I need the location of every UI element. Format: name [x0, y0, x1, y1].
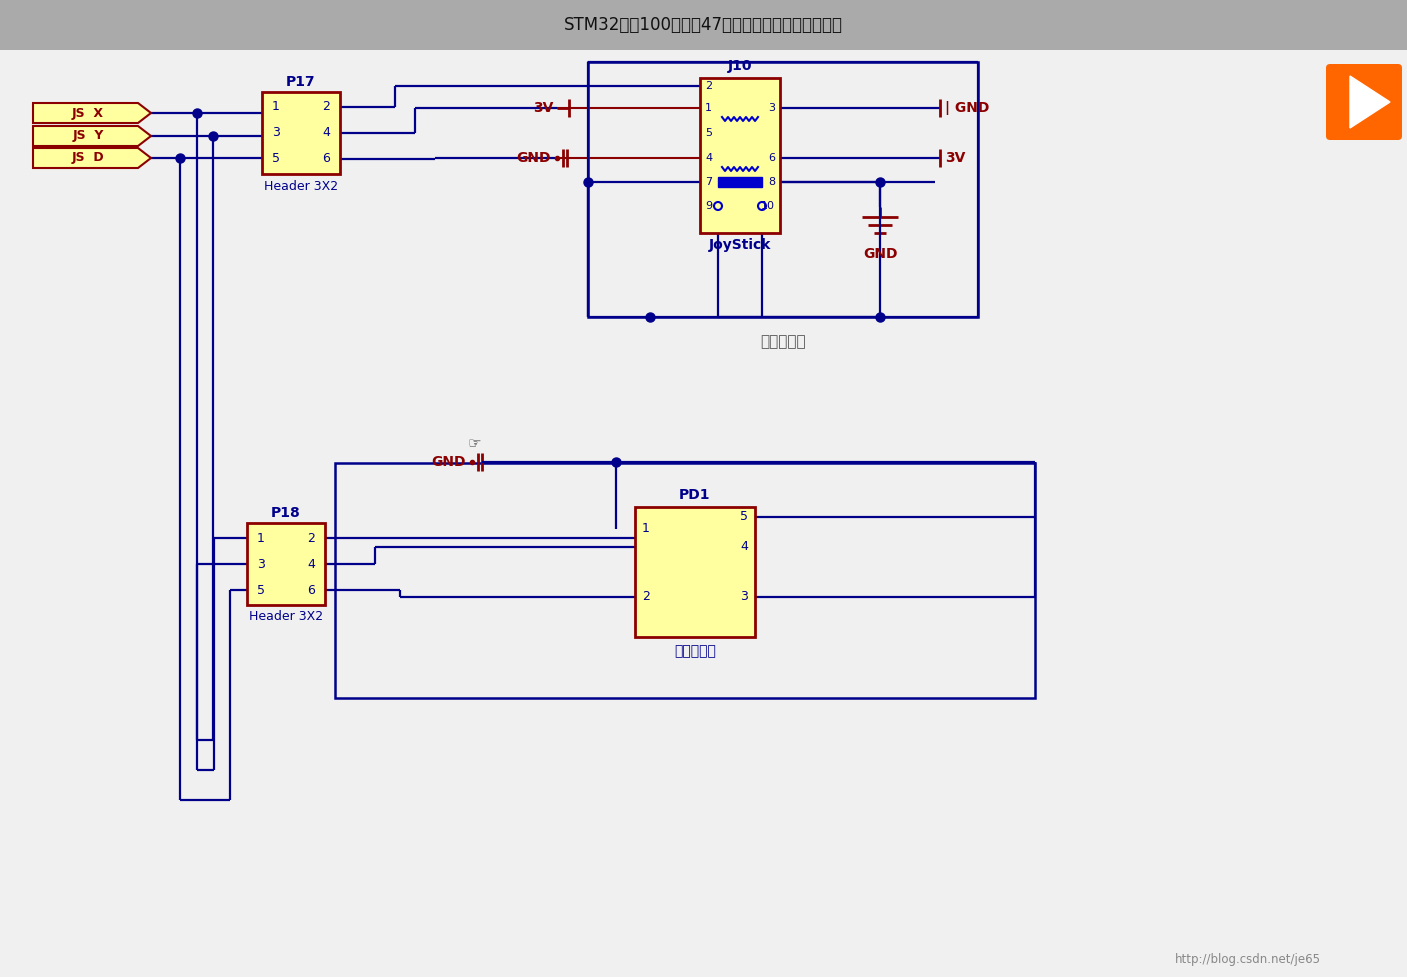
Text: JS  D: JS D — [72, 151, 104, 164]
Bar — [718, 177, 763, 187]
Text: 1: 1 — [642, 523, 650, 535]
Text: ☞: ☞ — [467, 437, 481, 451]
Polygon shape — [32, 126, 151, 146]
Text: 6: 6 — [322, 152, 329, 165]
Text: 3: 3 — [768, 103, 775, 113]
Bar — [635, 507, 756, 637]
Text: 模拟量摇杆: 模拟量摇杆 — [760, 334, 806, 350]
Polygon shape — [1349, 76, 1390, 128]
Text: GND: GND — [516, 151, 552, 165]
Text: PD1: PD1 — [680, 488, 711, 502]
Text: 1: 1 — [705, 103, 712, 113]
Text: 5: 5 — [740, 511, 749, 524]
Text: 9: 9 — [705, 201, 712, 211]
Text: 4: 4 — [740, 540, 749, 554]
Text: 7: 7 — [705, 177, 712, 187]
Text: 8: 8 — [768, 177, 775, 187]
Text: P18: P18 — [272, 506, 301, 520]
Text: 4: 4 — [705, 153, 712, 163]
Text: | GND: | GND — [946, 101, 989, 115]
Text: 5: 5 — [257, 583, 265, 597]
Text: 6: 6 — [307, 583, 315, 597]
Text: 3: 3 — [257, 558, 265, 571]
Polygon shape — [32, 103, 151, 123]
Text: STM32入门100步（第47步）旋转编码器原理与驱动: STM32入门100步（第47步）旋转编码器原理与驱动 — [563, 16, 843, 34]
Text: JoyStick: JoyStick — [709, 238, 771, 252]
Text: J10: J10 — [727, 59, 753, 73]
Polygon shape — [32, 148, 151, 168]
Text: 2: 2 — [642, 590, 650, 604]
Text: 2: 2 — [322, 101, 329, 113]
Text: 3: 3 — [740, 590, 749, 604]
Text: 10: 10 — [761, 201, 775, 211]
Text: P17: P17 — [286, 75, 315, 89]
Text: 2: 2 — [705, 81, 712, 91]
Text: Header 3X2: Header 3X2 — [265, 180, 338, 192]
Text: JS  Y: JS Y — [72, 130, 104, 143]
Text: GND: GND — [862, 247, 898, 261]
Text: 1: 1 — [257, 531, 265, 544]
Text: JS  X: JS X — [72, 106, 104, 119]
FancyBboxPatch shape — [1325, 64, 1401, 140]
Text: 3V: 3V — [946, 151, 965, 165]
Text: 3V: 3V — [533, 101, 553, 115]
Text: 6: 6 — [768, 153, 775, 163]
Bar — [248, 523, 325, 605]
Text: 4: 4 — [322, 126, 329, 140]
Text: 1: 1 — [272, 101, 280, 113]
Text: 4: 4 — [307, 558, 315, 571]
Text: 旋转编码器: 旋转编码器 — [674, 644, 716, 658]
Text: 5: 5 — [705, 128, 712, 138]
Text: http://blog.csdn.net/je65: http://blog.csdn.net/je65 — [1175, 954, 1321, 966]
Bar — [0, 0, 1407, 50]
Text: 5: 5 — [272, 152, 280, 165]
Text: GND: GND — [432, 455, 466, 469]
Bar — [588, 62, 978, 317]
Bar — [335, 463, 1036, 698]
Text: 2: 2 — [307, 531, 315, 544]
Bar — [701, 78, 779, 233]
Text: 3: 3 — [272, 126, 280, 140]
Bar — [262, 92, 340, 174]
Text: Header 3X2: Header 3X2 — [249, 611, 324, 623]
